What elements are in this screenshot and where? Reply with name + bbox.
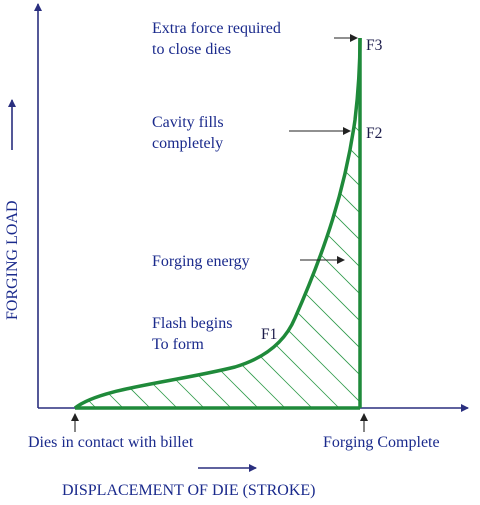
hatch-line bbox=[444, 0, 480, 420]
hatch-line bbox=[254, 38, 360, 408]
hatch-line bbox=[75, 38, 352, 408]
hatch-line bbox=[75, 38, 163, 408]
forging-energy-hatch bbox=[75, 0, 480, 420]
hatch-line bbox=[75, 38, 271, 408]
hatch-line bbox=[75, 38, 360, 408]
hatch-line bbox=[417, 0, 480, 420]
hatch-line bbox=[75, 38, 244, 408]
hatch-line bbox=[471, 0, 480, 420]
hatch-line bbox=[173, 38, 360, 408]
hatch-line bbox=[75, 38, 360, 408]
hatch-line bbox=[75, 38, 360, 408]
hatch-line bbox=[200, 38, 360, 408]
hatch-line bbox=[75, 38, 217, 408]
hatch-line bbox=[363, 0, 480, 420]
hatch-line bbox=[119, 38, 360, 408]
hatch-line bbox=[390, 0, 480, 420]
point-f3-label: F3 bbox=[366, 37, 383, 54]
hatch-line bbox=[92, 38, 360, 408]
hatch-line bbox=[75, 38, 298, 408]
hatch-line bbox=[75, 38, 190, 408]
flash-begins-label-line2: To form bbox=[152, 336, 204, 353]
x-axis-label: DISPLACEMENT OF DIE (STROKE) bbox=[62, 482, 315, 499]
extra-force-label-line1: Extra force required bbox=[152, 20, 281, 37]
cavity-fills-label-line1: Cavity fills bbox=[152, 114, 224, 131]
hatch-line bbox=[75, 38, 325, 408]
forging-energy-label: Forging energy bbox=[152, 253, 250, 270]
hatch-line bbox=[75, 38, 360, 408]
flash-begins-label-line1: Flash begins bbox=[152, 315, 232, 332]
hatch-line bbox=[281, 38, 360, 408]
forging-complete-label: Forging Complete bbox=[323, 434, 440, 451]
y-axis-label: FORGING LOAD bbox=[4, 200, 21, 320]
hatch-line bbox=[146, 38, 360, 408]
forging-load-curve bbox=[73, 37, 362, 410]
hatch-line bbox=[227, 38, 360, 408]
hatch-line bbox=[75, 38, 360, 408]
point-f1-label: F1 bbox=[261, 326, 277, 343]
extra-force-label-line2: to close dies bbox=[152, 41, 231, 58]
cavity-fills-label-line2: completely bbox=[152, 135, 223, 152]
dies-contact-label: Dies in contact with billet bbox=[28, 434, 194, 451]
hatch-line bbox=[335, 38, 360, 408]
point-f2-label: F2 bbox=[366, 125, 382, 142]
